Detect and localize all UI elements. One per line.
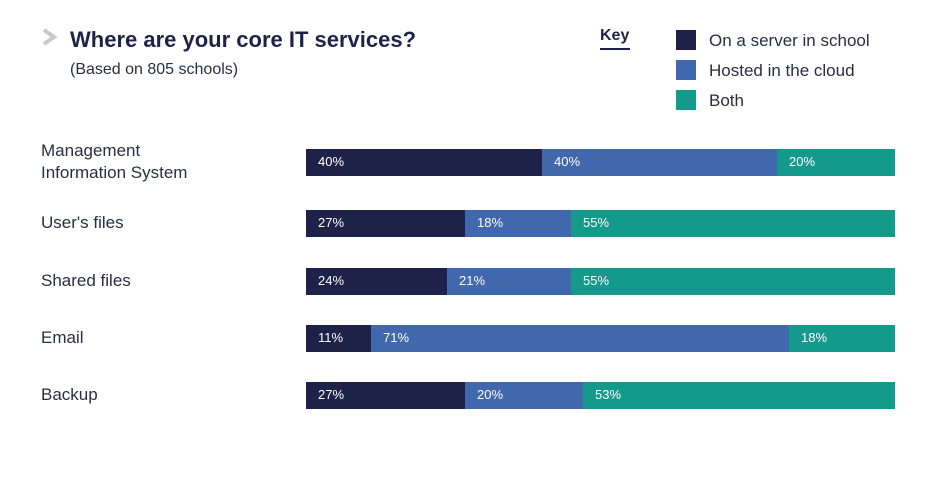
bar-segment: 20% — [465, 382, 583, 409]
legend-swatch — [676, 90, 696, 110]
data-label: 40% — [554, 154, 581, 169]
chart-title: Where are your core IT services? — [70, 27, 417, 52]
category-label: Shared files — [41, 270, 131, 292]
legend-title: Key — [600, 27, 630, 44]
data-label: 71% — [383, 330, 410, 345]
data-label: 21% — [459, 273, 486, 288]
data-label: 40% — [318, 154, 345, 169]
bar-row: 40% 40% 20% — [306, 149, 895, 176]
legend-swatch — [676, 60, 696, 80]
legend-label: Both — [709, 91, 744, 110]
category-label-line: Email — [41, 328, 84, 347]
bar-segment: 18% — [789, 325, 895, 352]
legend-swatch — [676, 30, 696, 50]
data-label: 27% — [318, 387, 345, 402]
bar-row: 11% 71% 18% — [306, 325, 895, 352]
chevron-right-icon — [42, 28, 58, 46]
legend-label: On a server in school — [709, 31, 870, 50]
category-label-line: Shared files — [41, 271, 131, 290]
category-label-line: Information System — [41, 163, 188, 182]
bar-segment: 71% — [371, 325, 789, 352]
bar-segment: 11% — [306, 325, 371, 352]
category-label-line: Backup — [41, 385, 98, 404]
data-label: 24% — [318, 273, 345, 288]
bar-segment: 27% — [306, 382, 465, 409]
chart-subtitle: (Based on 805 schools) — [70, 61, 239, 78]
bar-segment: 20% — [777, 149, 895, 176]
bar-row: 27% 18% 55% — [306, 210, 895, 237]
data-label: 20% — [789, 154, 816, 169]
bar-segment: 40% — [306, 149, 542, 176]
bar-segment: 18% — [465, 210, 571, 237]
bar-segment: 55% — [571, 268, 895, 295]
category-label-line: User's files — [41, 213, 124, 232]
legend-label: Hosted in the cloud — [709, 61, 855, 80]
bar-segment: 21% — [447, 268, 571, 295]
bar-row: 27% 20% 53% — [306, 382, 895, 409]
category-label-line: Management — [41, 141, 141, 160]
data-label: 55% — [583, 215, 610, 230]
category-label: Management Information System — [41, 140, 187, 184]
bar-segment: 55% — [571, 210, 895, 237]
data-label: 11% — [318, 330, 344, 345]
category-label: User's files — [41, 212, 124, 234]
bar-segment: 53% — [583, 382, 895, 409]
data-label: 18% — [801, 330, 828, 345]
category-label: Email — [41, 327, 84, 349]
legend-title-underline — [600, 48, 630, 50]
data-label: 18% — [477, 215, 504, 230]
bar-segment: 27% — [306, 210, 465, 237]
bar-segment: 40% — [542, 149, 777, 176]
bar-segment: 24% — [306, 268, 447, 295]
bar-row: 24% 21% 55% — [306, 268, 895, 295]
data-label: 20% — [477, 387, 504, 402]
data-label: 55% — [583, 273, 610, 288]
data-label: 27% — [318, 215, 345, 230]
data-label: 53% — [595, 387, 622, 402]
category-label: Backup — [41, 384, 98, 406]
